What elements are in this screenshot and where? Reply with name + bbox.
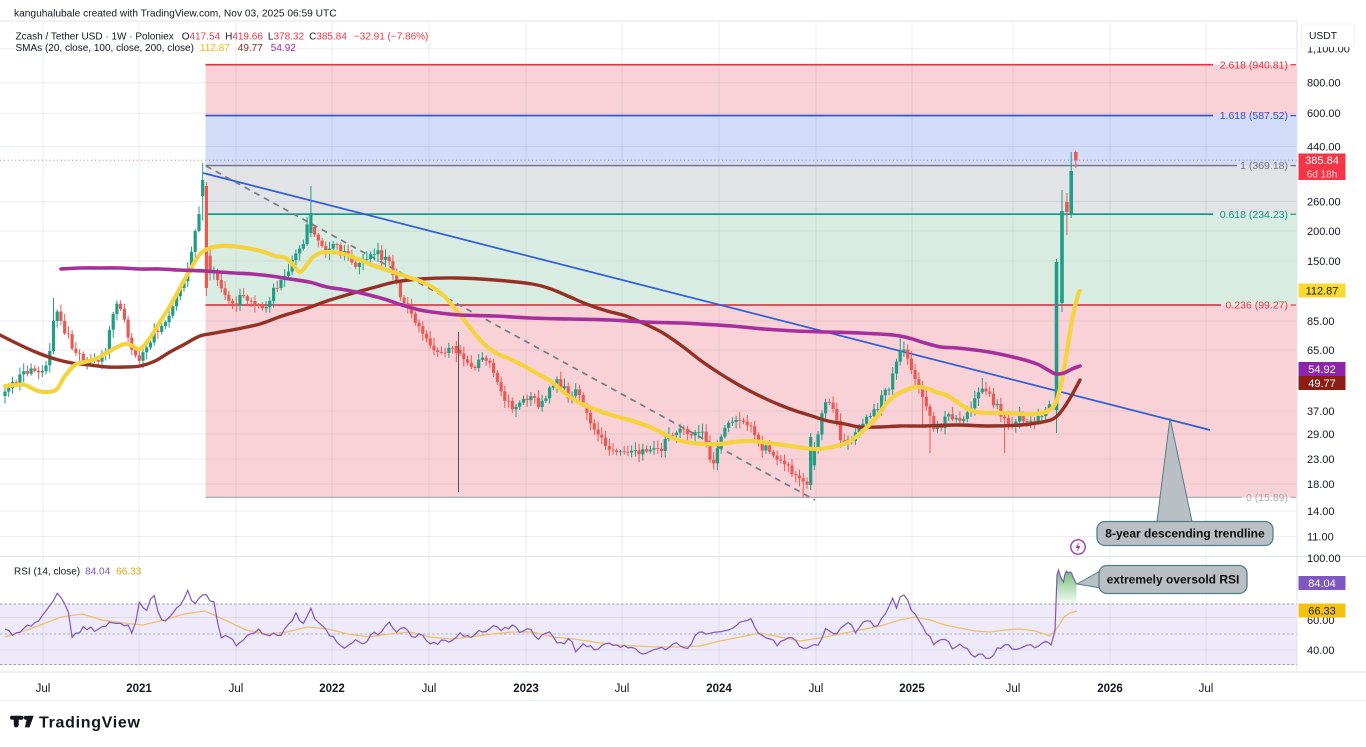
svg-text:2024: 2024 xyxy=(706,683,732,695)
svg-text:2021: 2021 xyxy=(126,683,152,695)
svg-text:0 (15.89): 0 (15.89) xyxy=(1246,492,1288,504)
svg-text:Jul: Jul xyxy=(36,683,51,695)
svg-text:150.00: 150.00 xyxy=(1307,256,1341,268)
svg-text:100.00: 100.00 xyxy=(1307,553,1341,565)
svg-text:TradingView: TradingView xyxy=(39,715,141,732)
svg-text:0.618 (234.23): 0.618 (234.23) xyxy=(1220,209,1288,221)
svg-text:Jul: Jul xyxy=(615,683,630,695)
svg-text:65.00: 65.00 xyxy=(1307,345,1335,357)
svg-text:kanguhalubale created with Tra: kanguhalubale created with TradingView.c… xyxy=(14,9,337,20)
svg-text:440.00: 440.00 xyxy=(1307,141,1341,153)
svg-text:84.04: 84.04 xyxy=(1308,578,1336,590)
svg-text:54.92: 54.92 xyxy=(1308,364,1336,376)
svg-text:200.00: 200.00 xyxy=(1307,226,1341,238)
svg-text:Jul: Jul xyxy=(809,683,824,695)
svg-text:49.77: 49.77 xyxy=(1308,378,1336,390)
svg-text:SMAs (20, close, 100, close, 2: SMAs (20, close, 100, close, 200, close)… xyxy=(16,43,297,54)
svg-text:0.236 (99.27): 0.236 (99.27) xyxy=(1226,300,1288,312)
svg-text:USDT: USDT xyxy=(1309,31,1338,42)
svg-text:1.618 (587.52): 1.618 (587.52) xyxy=(1220,110,1288,122)
svg-text:2023: 2023 xyxy=(513,683,539,695)
svg-text:37.00: 37.00 xyxy=(1307,406,1335,418)
svg-text:18.00: 18.00 xyxy=(1307,479,1335,491)
svg-text:260.00: 260.00 xyxy=(1307,196,1341,208)
svg-text:40.00: 40.00 xyxy=(1307,645,1335,657)
svg-text:60.00: 60.00 xyxy=(1307,615,1335,627)
svg-text:Jul: Jul xyxy=(1199,683,1214,695)
svg-text:extremely oversold RSI: extremely oversold RSI xyxy=(1107,573,1240,587)
svg-text:Jul: Jul xyxy=(229,683,244,695)
svg-text:600.00: 600.00 xyxy=(1307,108,1341,120)
svg-text:Jul: Jul xyxy=(1006,683,1021,695)
svg-text:800.00: 800.00 xyxy=(1307,78,1341,90)
svg-text:2.618 (940.81): 2.618 (940.81) xyxy=(1220,59,1288,71)
svg-text:14.00: 14.00 xyxy=(1307,506,1335,518)
svg-text:29.00: 29.00 xyxy=(1307,429,1335,441)
svg-text:Jul: Jul xyxy=(422,683,437,695)
svg-text:2026: 2026 xyxy=(1097,683,1123,695)
svg-text:1 (369.18): 1 (369.18) xyxy=(1240,160,1288,172)
svg-text:2022: 2022 xyxy=(319,683,345,695)
svg-text:6d 18h: 6d 18h xyxy=(1307,169,1338,180)
svg-text:112.87: 112.87 xyxy=(1306,285,1339,297)
svg-text:2025: 2025 xyxy=(899,683,925,695)
svg-text:8-year descending trendline: 8-year descending trendline xyxy=(1105,527,1265,541)
svg-text:23.00: 23.00 xyxy=(1307,454,1335,466)
svg-text:11.00: 11.00 xyxy=(1307,531,1334,543)
svg-text:385.84: 385.84 xyxy=(1305,155,1339,167)
svg-text:85.00: 85.00 xyxy=(1307,316,1335,328)
svg-text:66.33: 66.33 xyxy=(1308,605,1336,617)
